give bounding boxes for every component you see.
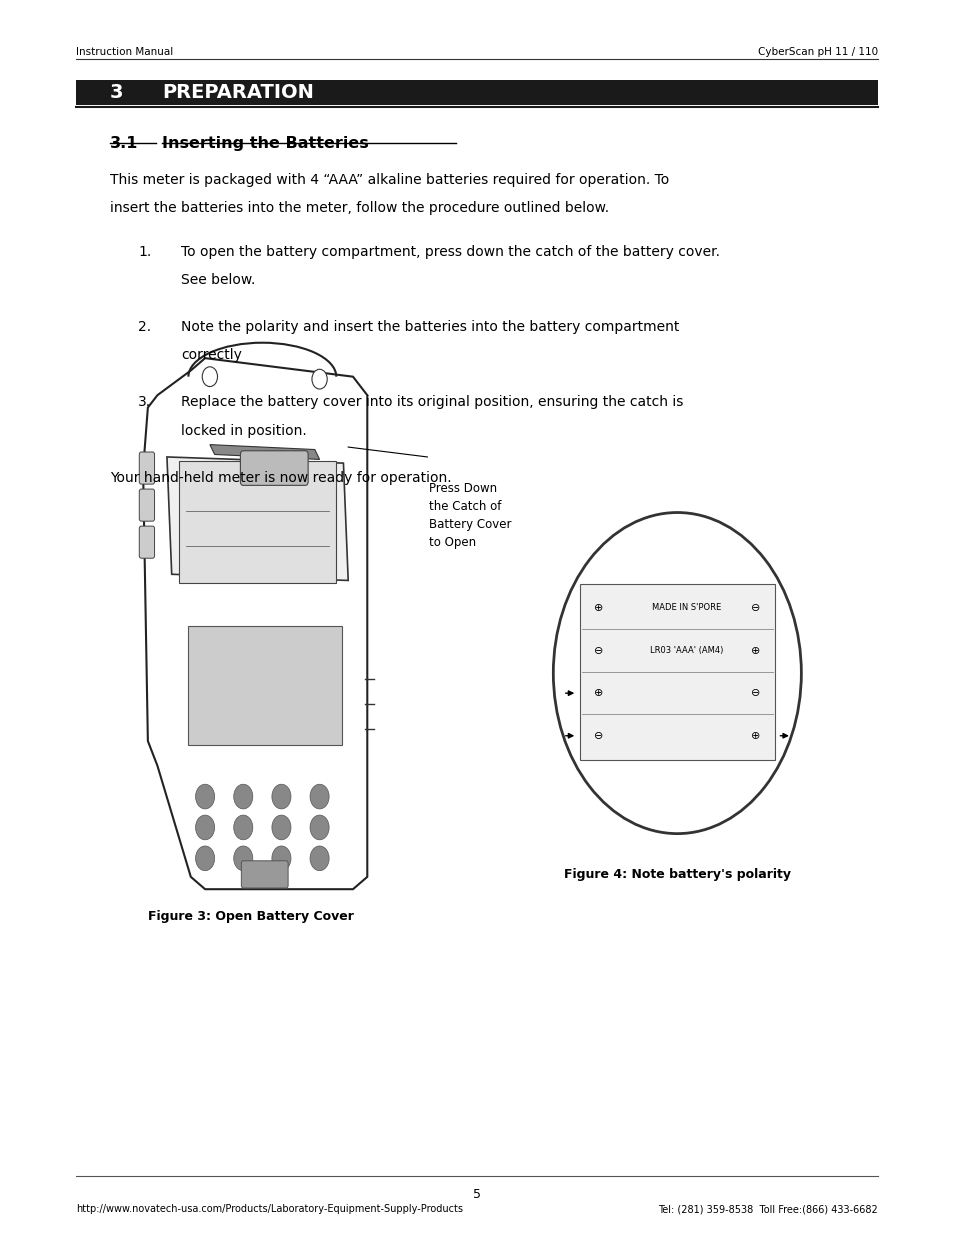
Circle shape	[312, 369, 327, 389]
Circle shape	[310, 815, 329, 840]
Text: Note the polarity and insert the batteries into the battery compartment: Note the polarity and insert the batteri…	[181, 320, 679, 333]
Text: ⊕: ⊕	[750, 731, 760, 741]
Text: CyberScan pH 11 / 110: CyberScan pH 11 / 110	[757, 47, 877, 57]
Text: 5: 5	[473, 1188, 480, 1202]
Text: Instruction Manual: Instruction Manual	[76, 47, 173, 57]
Circle shape	[233, 846, 253, 871]
Text: To open the battery compartment, press down the catch of the battery cover.: To open the battery compartment, press d…	[181, 245, 720, 258]
Circle shape	[310, 784, 329, 809]
Text: This meter is packaged with 4 “AAA” alkaline batteries required for operation. T: This meter is packaged with 4 “AAA” alka…	[110, 173, 668, 186]
Text: LR03 'AAA' (AM4): LR03 'AAA' (AM4)	[650, 646, 722, 655]
FancyBboxPatch shape	[179, 461, 335, 583]
Text: ⊕: ⊕	[594, 688, 603, 698]
Text: Replace the battery cover into its original position, ensuring the catch is: Replace the battery cover into its origi…	[181, 395, 683, 409]
Text: 3: 3	[110, 83, 123, 103]
Circle shape	[195, 815, 214, 840]
FancyBboxPatch shape	[188, 626, 341, 745]
FancyBboxPatch shape	[241, 861, 288, 888]
Text: ⊕: ⊕	[594, 603, 603, 613]
Text: Your hand-held meter is now ready for operation.: Your hand-held meter is now ready for op…	[110, 471, 451, 484]
Circle shape	[202, 367, 217, 387]
Text: MADE IN S'PORE: MADE IN S'PORE	[652, 604, 720, 613]
FancyBboxPatch shape	[240, 451, 308, 485]
Circle shape	[272, 846, 291, 871]
Text: insert the batteries into the meter, follow the procedure outlined below.: insert the batteries into the meter, fol…	[110, 201, 608, 215]
FancyBboxPatch shape	[139, 526, 154, 558]
Text: 3.1: 3.1	[110, 136, 138, 151]
Text: Figure 3: Open Battery Cover: Figure 3: Open Battery Cover	[148, 910, 354, 924]
Text: ⊖: ⊖	[750, 603, 760, 613]
Text: See below.: See below.	[181, 273, 255, 287]
Circle shape	[233, 784, 253, 809]
Text: locked in position.: locked in position.	[181, 424, 307, 437]
Text: 3.: 3.	[138, 395, 152, 409]
FancyBboxPatch shape	[139, 489, 154, 521]
FancyBboxPatch shape	[579, 584, 774, 760]
Circle shape	[272, 815, 291, 840]
Polygon shape	[210, 445, 319, 459]
Text: http://www.novatech-usa.com/Products/Laboratory-Equipment-Supply-Products: http://www.novatech-usa.com/Products/Lab…	[76, 1204, 463, 1214]
Circle shape	[233, 815, 253, 840]
Circle shape	[195, 784, 214, 809]
Text: Press Down
the Catch of
Battery Cover
to Open: Press Down the Catch of Battery Cover to…	[429, 482, 511, 548]
Text: PREPARATION: PREPARATION	[162, 83, 314, 103]
Text: 1.: 1.	[138, 245, 152, 258]
Text: correctly: correctly	[181, 348, 242, 362]
Polygon shape	[143, 358, 367, 889]
Text: Tel: (281) 359-8538  Toll Free:(866) 433-6682: Tel: (281) 359-8538 Toll Free:(866) 433-…	[658, 1204, 877, 1214]
Text: Inserting the Batteries: Inserting the Batteries	[162, 136, 369, 151]
Text: ⊖: ⊖	[594, 646, 603, 656]
Circle shape	[272, 784, 291, 809]
Text: ⊖: ⊖	[750, 688, 760, 698]
Circle shape	[195, 846, 214, 871]
FancyBboxPatch shape	[139, 452, 154, 484]
Text: ⊖: ⊖	[594, 731, 603, 741]
Text: Figure 4: Note battery's polarity: Figure 4: Note battery's polarity	[563, 868, 790, 882]
Circle shape	[553, 513, 801, 834]
Text: ⊕: ⊕	[750, 646, 760, 656]
Circle shape	[310, 846, 329, 871]
Text: 2.: 2.	[138, 320, 152, 333]
FancyBboxPatch shape	[76, 80, 877, 105]
Polygon shape	[167, 457, 348, 580]
